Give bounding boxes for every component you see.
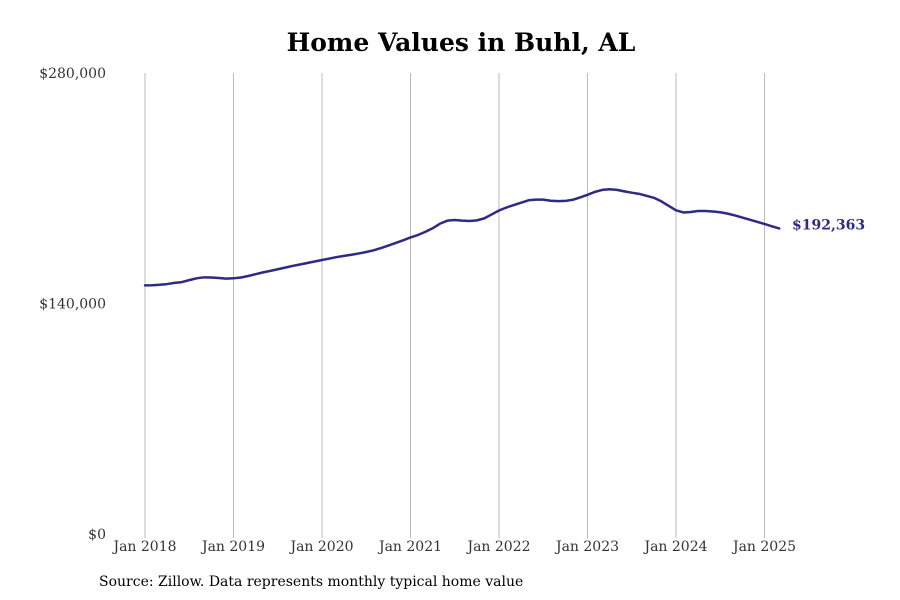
y-tick-label: $280,000 bbox=[39, 66, 106, 82]
x-tick-label: Jan 2019 bbox=[200, 539, 265, 555]
chart-title: Home Values in Buhl, AL bbox=[286, 28, 636, 57]
series-line-0 bbox=[143, 187, 781, 287]
y-tick-label: $0 bbox=[88, 527, 106, 543]
end-value-label: $192,363 bbox=[792, 217, 865, 233]
x-tick-label: Jan 2021 bbox=[377, 539, 442, 555]
x-tick-label: Jan 2024 bbox=[642, 539, 707, 555]
series-layer: $192,363 bbox=[143, 187, 865, 287]
source-note: Source: Zillow. Data represents monthly … bbox=[99, 574, 524, 590]
x-tick-label: Jan 2018 bbox=[111, 539, 176, 555]
x-tick-label: Jan 2023 bbox=[554, 539, 619, 555]
x-tick-label: Jan 2020 bbox=[288, 539, 353, 555]
axis-labels: Jan 2018 Jan 2019 Jan 2020 Jan 2021 Jan 2022… bbox=[39, 66, 796, 555]
y-tick-label: $140,000 bbox=[39, 297, 106, 313]
x-tick-label: Jan 2022 bbox=[465, 539, 530, 555]
grid-lines bbox=[144, 73, 765, 538]
x-tick-label: Jan 2025 bbox=[731, 539, 796, 555]
